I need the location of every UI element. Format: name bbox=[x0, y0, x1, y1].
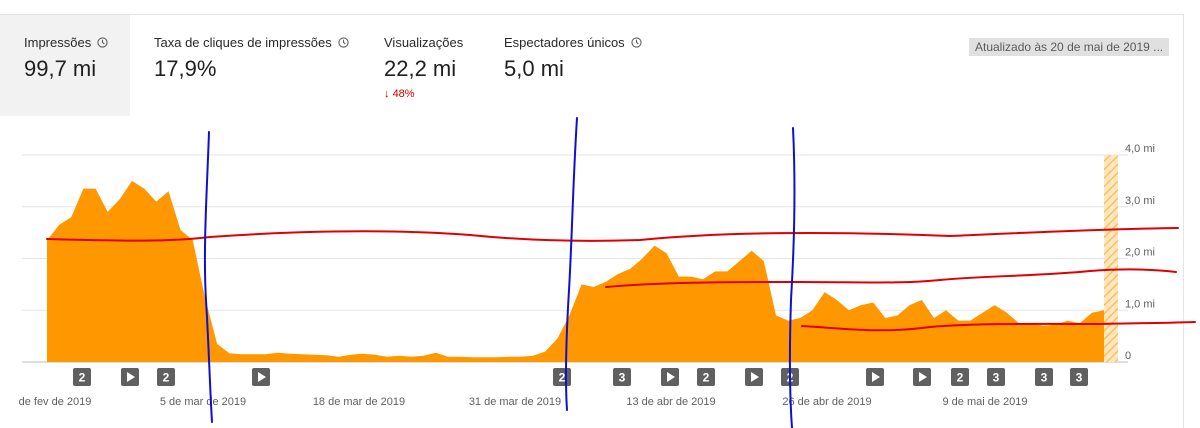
red-trend-line bbox=[801, 321, 1196, 332]
blue-divider-line bbox=[564, 117, 578, 411]
video-marker bbox=[913, 368, 931, 386]
marker-box bbox=[697, 368, 715, 386]
play-icon bbox=[258, 372, 266, 382]
red-trend-line bbox=[46, 227, 1179, 242]
count-marker: 2 bbox=[73, 368, 91, 386]
marker-box bbox=[1070, 368, 1088, 386]
updated-badge: Atualizado às 20 de mai de 2019 ... bbox=[969, 38, 1170, 56]
metric-label: Impressões bbox=[24, 35, 92, 50]
clock-icon bbox=[338, 37, 349, 48]
marker-count: 2 bbox=[957, 371, 964, 385]
x-tick-label: 18 de mar de 2019 bbox=[313, 396, 405, 408]
play-icon bbox=[872, 372, 880, 382]
y-tick-label: 3,0 mi bbox=[1125, 195, 1155, 207]
video-marker bbox=[745, 368, 763, 386]
play-icon bbox=[919, 372, 927, 382]
impressions-area bbox=[47, 180, 1104, 362]
blue-divider-line bbox=[788, 127, 796, 428]
metric-value: 22,2 mi bbox=[384, 56, 457, 81]
metric-delta: ↓ 48% bbox=[384, 88, 480, 100]
clock-icon bbox=[631, 37, 642, 48]
marker-count: 2 bbox=[79, 371, 86, 385]
metric-tab-unique-viewers[interactable]: Espectadores únicos 5,0 mi bbox=[480, 15, 680, 116]
metric-value: 5,0 mi bbox=[504, 56, 564, 81]
arrow-down-icon: ↓ bbox=[384, 88, 390, 100]
video-marker bbox=[121, 368, 139, 386]
delta-value: 48% bbox=[392, 88, 415, 100]
y-tick-label: 1,0 mi bbox=[1125, 298, 1155, 310]
metric-tab-views[interactable]: Visualizações 22,2 mi ↓ 48% bbox=[360, 15, 480, 116]
marker-count: 2 bbox=[703, 371, 710, 385]
count-marker: 3 bbox=[1070, 368, 1088, 386]
analytics-card bbox=[0, 14, 1184, 428]
marker-box bbox=[613, 368, 631, 386]
x-tick-label: 26 de abr de 2019 bbox=[782, 396, 871, 408]
marker-box bbox=[987, 368, 1005, 386]
metric-tab-ctr[interactable]: Taxa de cliques de impressões 17,9% bbox=[130, 15, 360, 116]
y-tick-label: 2,0 mi bbox=[1125, 247, 1155, 259]
metric-tab-impressions[interactable]: Impressões 99,7 mi bbox=[0, 15, 130, 116]
metric-value: 17,9% bbox=[154, 56, 217, 81]
count-marker: 2 bbox=[553, 368, 571, 386]
video-marker bbox=[661, 368, 679, 386]
play-icon bbox=[667, 372, 675, 382]
marker-count: 2 bbox=[163, 371, 170, 385]
video-marker bbox=[866, 368, 884, 386]
count-marker: 3 bbox=[987, 368, 1005, 386]
y-tick-label: 4,0 mi bbox=[1125, 143, 1155, 155]
marker-count: 3 bbox=[1041, 371, 1048, 385]
metric-label: Espectadores únicos bbox=[504, 35, 625, 50]
metric-value: 99,7 mi bbox=[24, 56, 97, 81]
x-tick-label: 13 de abr de 2019 bbox=[626, 396, 715, 408]
play-icon bbox=[751, 372, 759, 382]
metric-label: Taxa de cliques de impressões bbox=[154, 35, 332, 50]
marker-count: 2 bbox=[559, 371, 566, 385]
marker-count: 3 bbox=[993, 371, 1000, 385]
marker-box bbox=[73, 368, 91, 386]
marker-box bbox=[951, 368, 969, 386]
x-tick-label: de fev de 2019 bbox=[19, 396, 92, 408]
x-tick-label: 9 de mai de 2019 bbox=[942, 396, 1027, 408]
marker-box bbox=[157, 368, 175, 386]
count-marker: 2 bbox=[697, 368, 715, 386]
partial-data-band bbox=[1104, 155, 1118, 362]
marker-count: 3 bbox=[619, 371, 626, 385]
metric-label: Visualizações bbox=[384, 35, 464, 50]
video-marker bbox=[252, 368, 270, 386]
marker-count: 3 bbox=[1076, 371, 1083, 385]
count-marker: 2 bbox=[951, 368, 969, 386]
red-trend-line bbox=[605, 268, 1177, 288]
blue-divider-line bbox=[203, 131, 213, 423]
count-marker: 3 bbox=[613, 368, 631, 386]
count-marker: 3 bbox=[1035, 368, 1053, 386]
count-marker: 2 bbox=[157, 368, 175, 386]
y-tick-label: 0 bbox=[1125, 350, 1131, 362]
clock-icon bbox=[97, 37, 108, 48]
play-icon bbox=[127, 372, 135, 382]
marker-box bbox=[1035, 368, 1053, 386]
x-tick-label: 5 de mar de 2019 bbox=[160, 396, 246, 408]
x-tick-label: 31 de mar de 2019 bbox=[469, 396, 561, 408]
